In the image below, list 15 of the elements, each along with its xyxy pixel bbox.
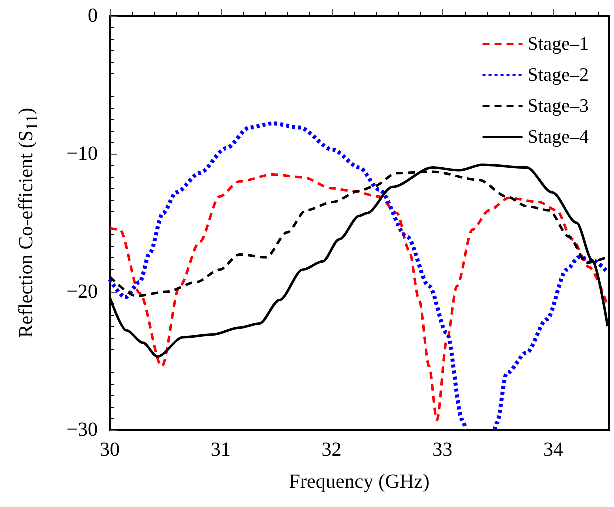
legend-label: Stage–1	[528, 34, 590, 55]
x-tick-label: 33	[432, 439, 453, 461]
x-tick-label: 32	[322, 439, 342, 461]
legend-label: Stage–3	[528, 96, 590, 117]
x-tick-label: 31	[210, 439, 231, 461]
y-tick-label: −30	[66, 419, 98, 441]
x-tick-label: 30	[100, 439, 120, 461]
y-tick-label: 0	[88, 5, 98, 27]
y-tick-label: −20	[66, 281, 98, 303]
line-series	[108, 173, 608, 422]
legend-label: Stage–4	[528, 127, 590, 148]
y-tick-label: −10	[66, 143, 98, 165]
legend-label: Stage–2	[528, 65, 590, 86]
x-axis-title: Frequency (GHz)	[289, 471, 430, 493]
x-tick-label: 34	[544, 439, 564, 461]
